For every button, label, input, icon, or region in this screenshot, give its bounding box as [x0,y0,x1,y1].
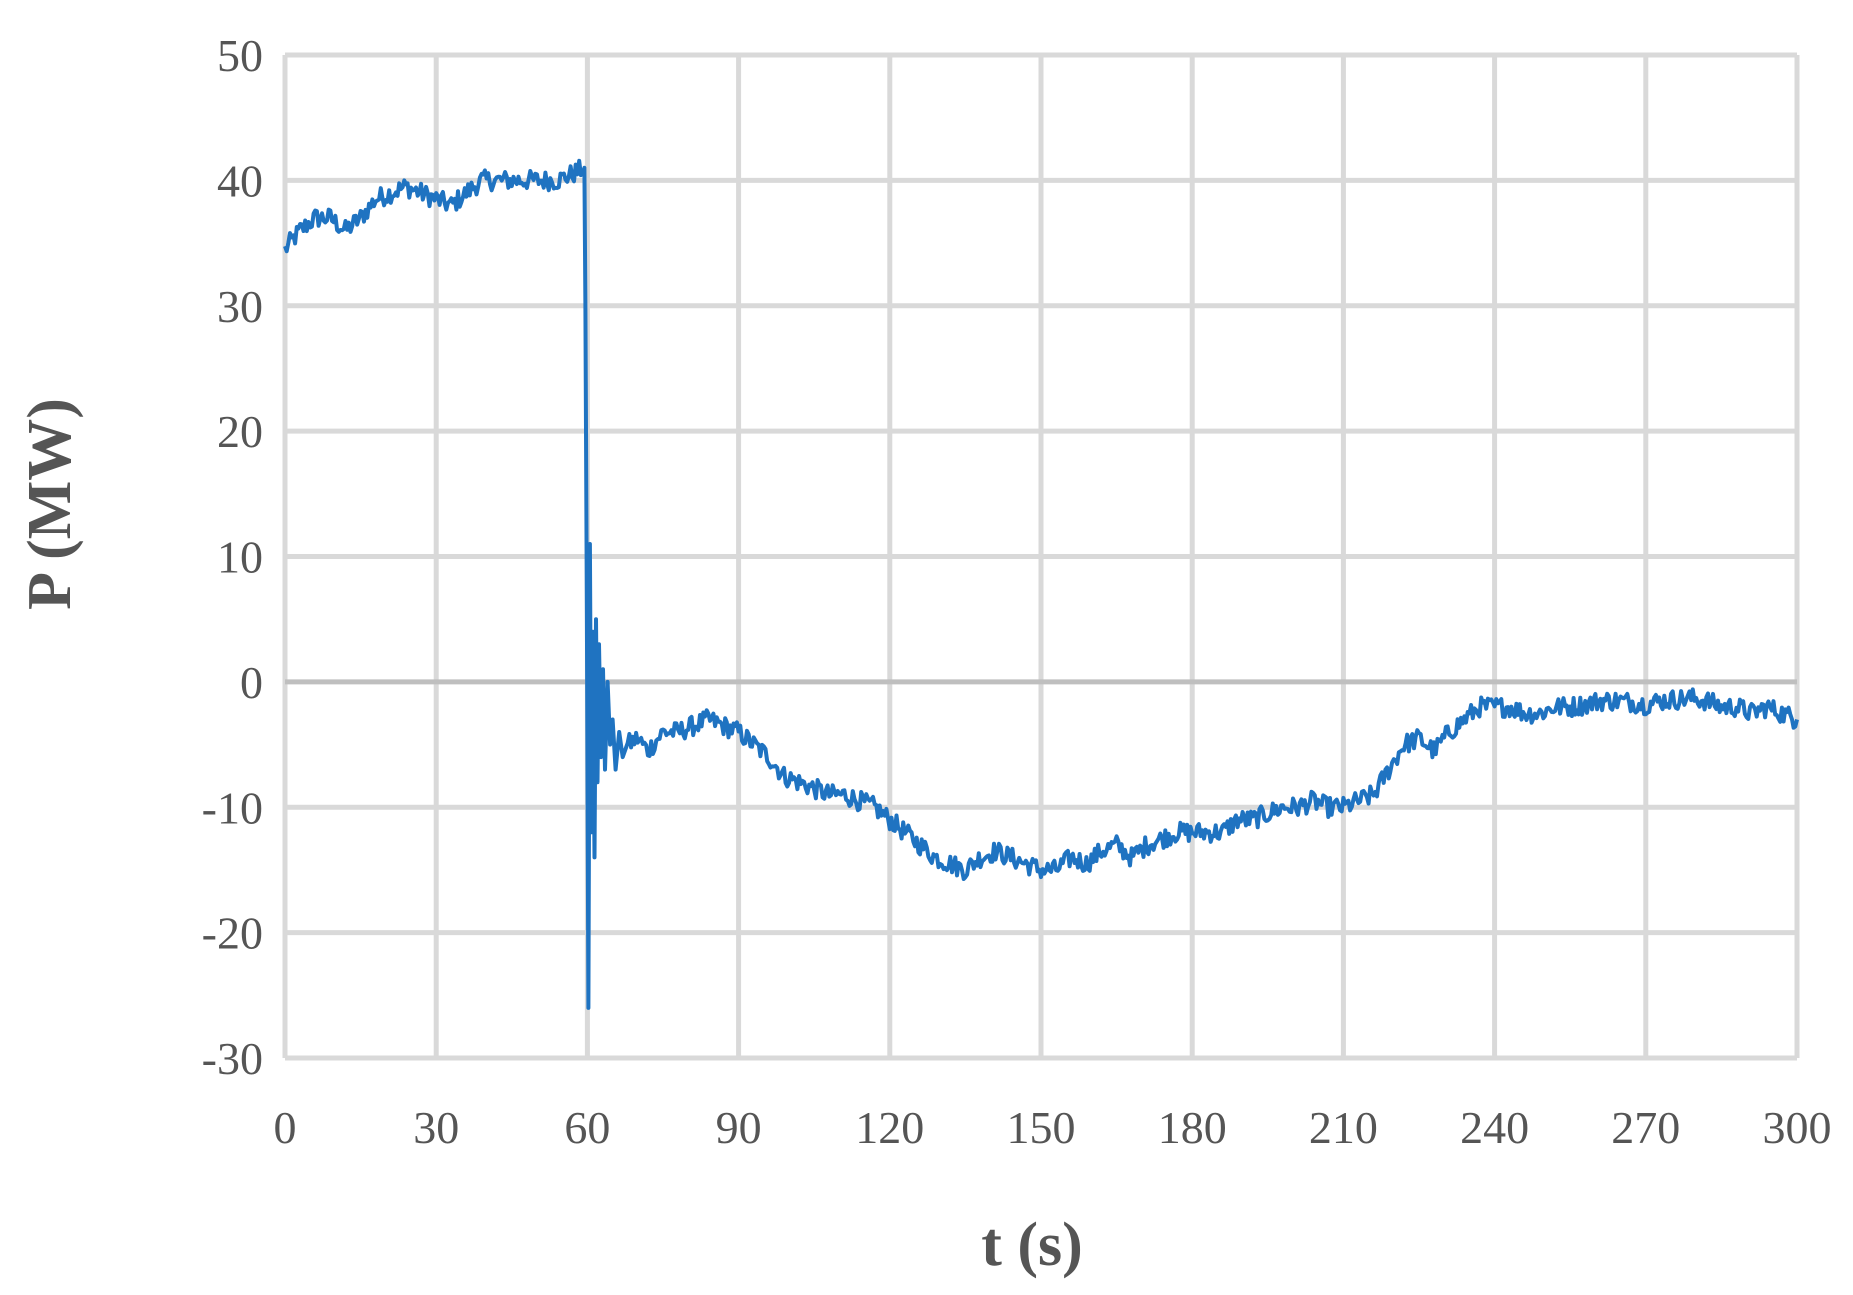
y-tick-label: 10 [217,532,263,583]
y-tick-label: 50 [217,30,263,81]
x-tick-label: 300 [1763,1102,1832,1153]
x-tick-label: 210 [1309,1102,1378,1153]
grid-lines [282,52,1800,1061]
x-tick-label: 120 [855,1102,924,1153]
y-axis-title: P (MW) [16,398,84,610]
x-tick-label: 30 [413,1102,459,1153]
tick-labels: 0 30 60 90 120 150 180 210 240 270 30050403020100-… [202,30,1832,1153]
y-tick-label: 0 [240,657,263,708]
x-tick-label: 150 [1007,1102,1076,1153]
y-tick-label: 30 [217,281,263,332]
y-tick-label: -20 [202,908,263,959]
x-tick-label: 270 [1611,1102,1680,1153]
x-tick-label: 60 [564,1102,610,1153]
y-tick-label: -10 [202,782,263,833]
y-tick-label: 20 [217,406,263,457]
x-tick-label: 180 [1158,1102,1227,1153]
series-layer [283,158,1799,1010]
y-tick-label: -30 [202,1033,263,1084]
x-axis-title: t (s) [981,1211,1083,1279]
x-tick-label: 240 [1460,1102,1529,1153]
y-tick-label: 40 [217,155,263,206]
x-tick-label: 90 [716,1102,762,1153]
x-tick-label: 0 [274,1102,297,1153]
series-line [283,158,1799,1010]
